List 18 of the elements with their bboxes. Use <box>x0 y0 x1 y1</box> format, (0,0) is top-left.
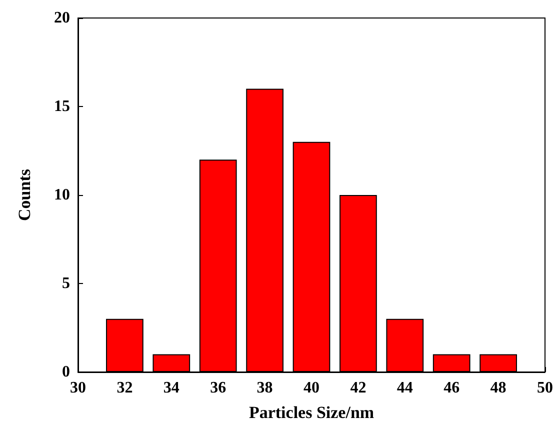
x-tick-label: 50 <box>537 380 553 396</box>
x-axis-title: Particles Size/nm <box>248 403 374 422</box>
x-tick-label: 42 <box>350 380 366 396</box>
x-tick-label: 44 <box>396 380 413 396</box>
y-tick-label: 10 <box>54 186 70 204</box>
x-tick-label: 34 <box>163 380 180 396</box>
x-tick-label: 30 <box>70 380 86 396</box>
x-tick-label: 36 <box>210 380 226 396</box>
y-tick-label: 0 <box>62 364 70 380</box>
x-tick-label: 32 <box>116 380 133 396</box>
x-tick-label: 46 <box>444 380 460 396</box>
y-tick-label: 5 <box>62 275 70 292</box>
x-tick-label: 40 <box>304 380 320 396</box>
x-tick-label: 38 <box>256 380 273 396</box>
x-tick-label: 48 <box>490 380 506 396</box>
y-tick-label: 15 <box>54 98 70 115</box>
y-tick-label: 20 <box>54 10 70 26</box>
y-axis-title: Counts <box>15 168 34 221</box>
